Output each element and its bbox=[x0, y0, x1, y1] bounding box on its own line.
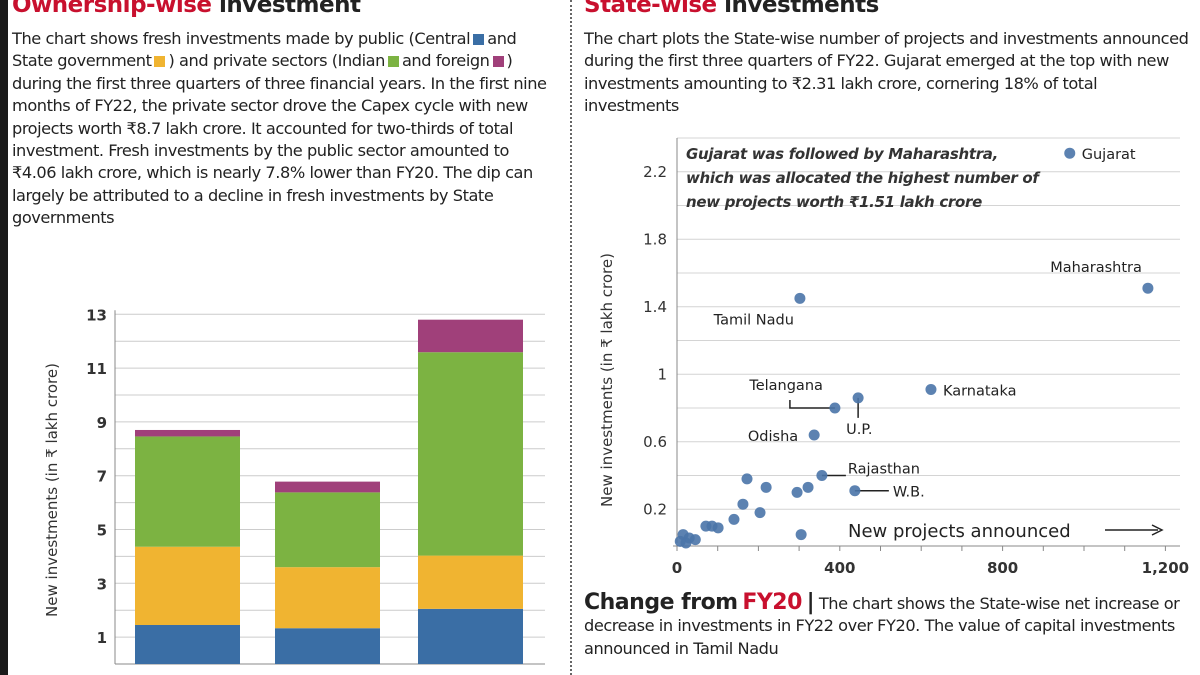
y-tick-label: 0.6 bbox=[643, 433, 667, 451]
scatter-point bbox=[728, 513, 740, 525]
left-description: The chart shows fresh investments made b… bbox=[12, 28, 552, 230]
y-tick-label: 7 bbox=[97, 468, 107, 486]
y-tick-label: 1.4 bbox=[643, 298, 667, 316]
text-part: ) during the first three quarters of thr… bbox=[12, 51, 547, 228]
point-label: Telangana bbox=[748, 378, 823, 394]
right-title: State-wise investments bbox=[584, 0, 879, 18]
bar-segment-central bbox=[275, 628, 380, 664]
text-part: and foreign bbox=[401, 51, 490, 71]
bar-segment-state-government bbox=[418, 555, 523, 609]
change-title-red: FY20 bbox=[742, 590, 802, 615]
x-tick-label: 800 bbox=[987, 559, 1018, 577]
text-part: ) and private sectors (Indian bbox=[168, 51, 385, 71]
y-tick-label: 9 bbox=[97, 414, 107, 432]
scatter-point bbox=[754, 507, 766, 519]
change-title: Change from bbox=[584, 590, 738, 615]
scatter-point-odisha bbox=[808, 429, 820, 441]
scatter-point-u-p- bbox=[852, 392, 864, 404]
point-label: Tamil Nadu bbox=[713, 312, 794, 328]
scatter-point bbox=[802, 481, 814, 493]
point-label: Odisha bbox=[748, 429, 798, 445]
y-tick-label: 2.2 bbox=[643, 163, 667, 181]
title-red: Ownership-wise bbox=[12, 0, 212, 18]
scatter-point-tamil-nadu bbox=[794, 292, 806, 304]
y-tick-label: 11 bbox=[86, 360, 107, 378]
indian-swatch bbox=[387, 56, 399, 68]
change-section: Change from FY20 | The chart shows the S… bbox=[584, 590, 1194, 660]
y-tick-label: 0.2 bbox=[643, 500, 667, 518]
foreign-swatch bbox=[492, 56, 504, 68]
state-swatch bbox=[154, 56, 166, 68]
scatter-point-w-b- bbox=[849, 485, 861, 497]
point-label: U.P. bbox=[846, 422, 872, 438]
gujarat-annotation: Gujarat was followed by Maharashtra, whi… bbox=[686, 145, 1039, 211]
bar-segment-central bbox=[135, 624, 240, 664]
scatter-point-gujarat bbox=[1064, 147, 1076, 159]
bar-segment-foreign bbox=[135, 429, 240, 437]
change-text: The chart shows the State-wise net incre… bbox=[584, 594, 1180, 658]
x-tick-label: 0 bbox=[672, 559, 682, 577]
y-tick-label: 5 bbox=[97, 522, 107, 540]
bar-segment-indian bbox=[135, 436, 240, 547]
text-part: and State government bbox=[12, 29, 517, 71]
bar-segment-indian bbox=[418, 352, 523, 556]
y-tick-label: 13 bbox=[86, 306, 107, 324]
scatter-point bbox=[791, 486, 803, 498]
title-black: investments bbox=[724, 0, 879, 18]
x-axis-label: New projects announced bbox=[848, 521, 1071, 542]
scatter-point bbox=[795, 529, 807, 541]
scatter-point-rajasthan bbox=[816, 470, 828, 481]
scatter-point-telangana bbox=[829, 402, 841, 414]
y-tick-label: 3 bbox=[97, 575, 107, 593]
left-title: Ownership-wise investment bbox=[12, 0, 361, 18]
scatter-point bbox=[760, 481, 772, 493]
text-part: The chart shows fresh investments made b… bbox=[12, 29, 471, 48]
y-axis-label: New investments (in ₹ lakh crore) bbox=[43, 363, 61, 617]
telangana-leader bbox=[789, 400, 835, 409]
scatter-point bbox=[680, 537, 692, 549]
y-tick-label: 1 bbox=[97, 629, 107, 647]
bar-segment-state-government bbox=[135, 546, 240, 625]
scatter-point bbox=[741, 473, 753, 485]
point-label: Maharashtra bbox=[1050, 260, 1142, 276]
scatter-point bbox=[737, 498, 749, 510]
scatter-point-karnataka bbox=[925, 383, 937, 395]
central-swatch bbox=[473, 34, 485, 45]
point-label: Rajasthan bbox=[848, 462, 920, 478]
y-axis-label: New investments (in ₹ lakh crore) bbox=[598, 253, 616, 507]
y-tick-label: 1.8 bbox=[643, 230, 667, 248]
bar-segment-foreign bbox=[275, 481, 380, 493]
x-axis-arrowhead bbox=[1151, 524, 1164, 536]
title-black: investment bbox=[219, 0, 361, 18]
bar-segment-state-government bbox=[275, 567, 380, 629]
bar-segment-central bbox=[418, 608, 523, 664]
y-tick-label: 1 bbox=[657, 365, 667, 383]
column-divider bbox=[570, 0, 572, 675]
point-label: Karnataka bbox=[943, 383, 1017, 399]
x-tick-label: 400 bbox=[824, 559, 855, 577]
x-tick-label: 1,200 bbox=[1142, 559, 1189, 577]
title-red: State-wise bbox=[584, 0, 717, 18]
bar-segment-indian bbox=[275, 492, 380, 568]
bar-segment-foreign bbox=[418, 319, 523, 353]
separator: | bbox=[806, 590, 815, 615]
scatter-point bbox=[689, 534, 701, 546]
scatter-point-maharashtra bbox=[1142, 282, 1154, 294]
scatter-point bbox=[700, 520, 712, 532]
right-description: The chart plots the State-wise number of… bbox=[584, 29, 1189, 116]
point-label: W.B. bbox=[893, 485, 925, 501]
point-label: Gujarat bbox=[1082, 147, 1136, 163]
left-border bbox=[0, 0, 8, 675]
